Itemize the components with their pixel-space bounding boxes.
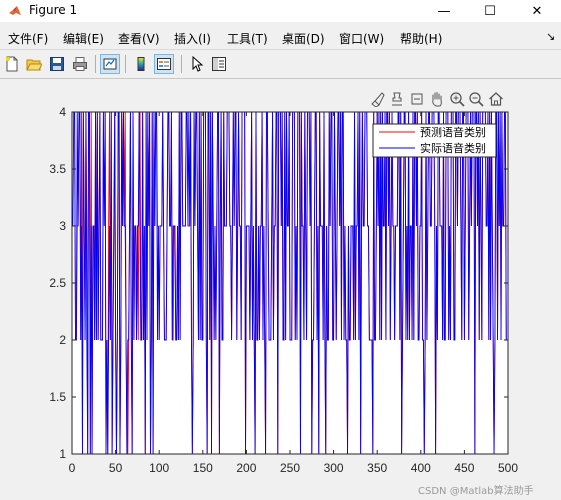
y-tick-label: 3.5 xyxy=(49,162,66,176)
legend[interactable]: 预测语音类别 实际语音类别 xyxy=(372,123,497,158)
menu-bar: 文件(F) 编辑(E) 查看(V) 插入(I) 工具(T) 桌面(D) 窗口(W… xyxy=(0,27,561,47)
zoom-in-icon xyxy=(450,92,465,107)
legend-label-predicted: 预测语音类别 xyxy=(420,125,486,139)
pointer-icon xyxy=(192,56,204,72)
minimize-icon: — xyxy=(437,3,451,19)
menu-overflow-icon[interactable]: ↘ xyxy=(546,30,556,43)
new-figure-icon xyxy=(6,56,18,72)
menu-window[interactable]: 窗口(W) xyxy=(339,32,385,46)
data-tips-icon xyxy=(392,92,402,106)
open-file-icon xyxy=(26,59,42,71)
save-button[interactable] xyxy=(47,54,67,74)
title-bar: Figure 1 — ☐ ✕ xyxy=(0,0,561,22)
y-tick-label: 2.5 xyxy=(49,276,66,290)
pan-button[interactable] xyxy=(428,90,446,108)
window-title: Figure 1 xyxy=(29,3,78,17)
print-button[interactable] xyxy=(70,54,90,74)
y-tick-label: 1.5 xyxy=(49,390,66,404)
x-tick-label: 500 xyxy=(498,461,518,475)
open-file-button[interactable] xyxy=(24,54,44,74)
legend-label-actual: 实际语音类别 xyxy=(420,141,486,155)
property-inspector-button[interactable] xyxy=(209,54,229,74)
toolbar-separator xyxy=(181,55,182,73)
axis-ticks: 0 50 100 150 200 250 300 350 400 450 500 1 1.5 2 2.5 3 3… xyxy=(49,105,518,475)
menu-divider xyxy=(0,49,561,50)
brush-icon xyxy=(371,92,385,107)
menu-tools[interactable]: 工具(T) xyxy=(227,32,268,46)
minimize-button[interactable]: — xyxy=(421,0,467,22)
x-tick-label: 150 xyxy=(193,461,213,475)
datatip-box-button[interactable] xyxy=(408,90,426,108)
watermark: CSDN @Matlab算法助手 xyxy=(418,486,534,497)
zoom-in-button[interactable] xyxy=(448,90,466,108)
new-figure-button[interactable] xyxy=(2,54,22,74)
matlab-logo-icon xyxy=(9,6,21,15)
x-tick-label: 50 xyxy=(109,461,123,475)
zoom-out-button[interactable] xyxy=(467,90,485,108)
colorbar-icon xyxy=(137,57,145,71)
edit-plot-button[interactable] xyxy=(187,54,207,74)
maximize-icon: ☐ xyxy=(484,3,496,19)
pan-icon xyxy=(432,92,442,107)
menu-help[interactable]: 帮助(H) xyxy=(400,32,443,46)
menu-edit[interactable]: 编辑(E) xyxy=(63,32,104,46)
insert-legend-button[interactable] xyxy=(154,54,174,74)
toolbar-divider xyxy=(0,78,561,79)
home-icon xyxy=(489,92,503,106)
print-icon xyxy=(73,57,87,71)
toolbar-separator xyxy=(125,55,126,73)
zoom-out-icon xyxy=(469,92,484,107)
y-tick-label: 3 xyxy=(59,219,66,233)
menu-view[interactable]: 查看(V) xyxy=(118,32,160,46)
x-tick-label: 400 xyxy=(411,461,431,475)
link-plot-button[interactable] xyxy=(100,54,120,74)
maximize-button[interactable]: ☐ xyxy=(467,0,513,22)
legend-icon xyxy=(157,58,171,70)
toolbar-separator xyxy=(95,55,96,73)
brush-button[interactable] xyxy=(368,90,386,108)
x-tick-label: 250 xyxy=(280,461,300,475)
menu-file[interactable]: 文件(F) xyxy=(8,32,49,46)
close-button[interactable]: ✕ xyxy=(514,0,560,22)
x-tick-label: 300 xyxy=(324,461,344,475)
data-tips-button[interactable] xyxy=(388,90,406,108)
menu-insert[interactable]: 插入(I) xyxy=(174,32,211,46)
restore-view-button[interactable] xyxy=(487,90,505,108)
y-tick-label: 2 xyxy=(59,333,66,347)
datatip-box-icon xyxy=(411,93,423,105)
y-tick-label: 1 xyxy=(59,447,66,461)
x-tick-label: 450 xyxy=(454,461,474,475)
menu-desktop[interactable]: 桌面(D) xyxy=(282,32,325,46)
x-tick-label: 100 xyxy=(149,461,169,475)
insert-colorbar-button[interactable] xyxy=(131,54,151,74)
y-tick-label: 4 xyxy=(59,105,66,119)
x-tick-label: 200 xyxy=(236,461,256,475)
property-inspector-icon xyxy=(212,57,226,71)
close-icon: ✕ xyxy=(531,3,543,19)
axes-box xyxy=(71,111,509,455)
link-plot-icon xyxy=(103,58,117,70)
x-tick-label: 0 xyxy=(69,461,76,475)
legend-box xyxy=(372,123,497,158)
save-icon xyxy=(50,57,64,71)
x-tick-label: 350 xyxy=(367,461,387,475)
figure-toolbar xyxy=(0,51,561,77)
